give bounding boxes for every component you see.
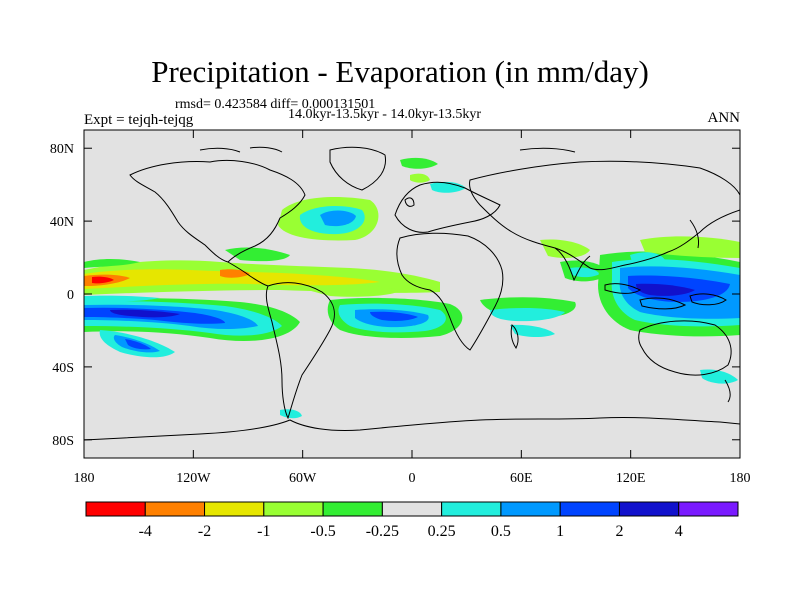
- contour-indian-ocean-cyan: [490, 307, 565, 322]
- y-tick-label: 80N: [50, 142, 74, 157]
- coast-antarctica: [84, 416, 740, 441]
- x-tick-label: 180: [74, 471, 95, 486]
- coast-arctic-islands-2: [249, 146, 283, 153]
- colorbar-label: 4: [675, 523, 683, 540]
- contour-arabian-sea-green: [540, 239, 590, 258]
- coast-japan: [689, 219, 699, 249]
- contour-norwegian-green: [410, 173, 430, 183]
- y-tick-label: 0: [67, 288, 74, 303]
- coastline-layer: [84, 146, 740, 441]
- y-tick-label: 40S: [52, 361, 74, 376]
- coast-asia: [469, 160, 740, 271]
- coast-central-america: [227, 261, 269, 287]
- colorbar-swatch: [263, 501, 324, 517]
- x-tick-label: 60W: [289, 471, 317, 486]
- x-tick-label: 120W: [176, 471, 211, 486]
- contour-s-indian-cyan: [510, 324, 555, 337]
- contour-warm-pool-darkblue: [636, 283, 695, 296]
- coast-indonesia-3: [689, 293, 727, 306]
- colorbar: -4 -2 -1 -0.5 -0.25 0.25 0.5 1 2 4: [85, 501, 739, 540]
- coast-greenland: [329, 146, 387, 191]
- contour-e-pacific-cyan: [84, 295, 160, 302]
- colorbar-label: -1: [257, 523, 270, 540]
- contour-pacific-itcz-red: [92, 276, 114, 284]
- contour-nw-pacific-green: [640, 236, 740, 258]
- x-tick-label: 120E: [616, 471, 646, 486]
- contour-pacific-itcz-yellow: [84, 269, 380, 289]
- contour-n-atlantic-blue: [320, 210, 356, 227]
- coast-arctic-islands-3: [519, 147, 576, 153]
- colorbar-label: -0.5: [310, 523, 335, 540]
- contour-s-atlantic-blue: [370, 311, 418, 321]
- contour-e-pacific-green: [84, 259, 140, 268]
- x-tick-label: 180: [730, 471, 751, 486]
- plot-title: Precipitation - Evaporation (in mm/day): [151, 54, 649, 89]
- colorbar-label: -4: [139, 523, 152, 540]
- coast-south-america: [265, 282, 335, 420]
- contour-caribbean-green: [225, 247, 290, 262]
- coast-madagascar: [510, 324, 519, 349]
- contour-s-pacific-darkblue: [110, 309, 180, 318]
- period-line: 14.0kyr-13.5kyr - 14.0kyr-13.5kyr: [288, 107, 482, 122]
- colorbar-label: -0.25: [366, 523, 399, 540]
- contour-fill-layer: [84, 157, 740, 419]
- coast-arctic-islands-1: [199, 147, 241, 153]
- axis-ticks: 180 120W 60W 0 60E 120E 180 80N 40N 0 40S 80S: [50, 130, 751, 486]
- x-tick-label: 60E: [510, 471, 533, 486]
- colorbar-swatch: [322, 501, 383, 517]
- x-tick-label: 0: [409, 471, 416, 486]
- y-tick-label: 80S: [52, 434, 74, 449]
- colorbar-label: 0.5: [491, 523, 511, 540]
- coast-australia: [638, 320, 732, 376]
- coast-north-america: [129, 159, 306, 263]
- colorbar-label: 2: [615, 523, 623, 540]
- contour-sw-pacific-blue: [125, 339, 151, 350]
- contour-n-indian-cyan: [570, 267, 600, 278]
- coast-indonesia-2: [639, 297, 687, 310]
- coast-new-zealand: [724, 379, 731, 403]
- colorbar-swatch: [144, 501, 206, 517]
- colorbar-swatch: [618, 501, 680, 517]
- colorbar-label: 1: [556, 523, 564, 540]
- coast-uk: [404, 197, 415, 207]
- colorbar-swatch: [500, 501, 561, 517]
- contour-arctic-green: [400, 157, 438, 169]
- coast-europe: [394, 181, 501, 233]
- colorbar-swatch: [441, 501, 502, 517]
- season-label: ANN: [707, 110, 741, 126]
- contour-barents-cyan: [430, 181, 466, 193]
- coast-africa: [396, 232, 504, 351]
- colorbar-swatch: [559, 501, 620, 517]
- colorbar-label: 0.25: [428, 523, 456, 540]
- y-tick-label: 40N: [50, 215, 74, 230]
- coast-indonesia-1: [604, 283, 642, 294]
- colorbar-swatch: [381, 501, 443, 517]
- colorbar-swatch: [678, 501, 739, 517]
- colorbar-label: -2: [198, 523, 211, 540]
- colorbar-swatch: [204, 501, 265, 517]
- stats-line: rmsd= 0.423584 diff= 0.000131501: [175, 97, 376, 112]
- coast-india: [554, 247, 591, 282]
- colorbar-swatch: [85, 501, 146, 517]
- experiment-label: Expt = tejqh-tejqg: [84, 112, 194, 128]
